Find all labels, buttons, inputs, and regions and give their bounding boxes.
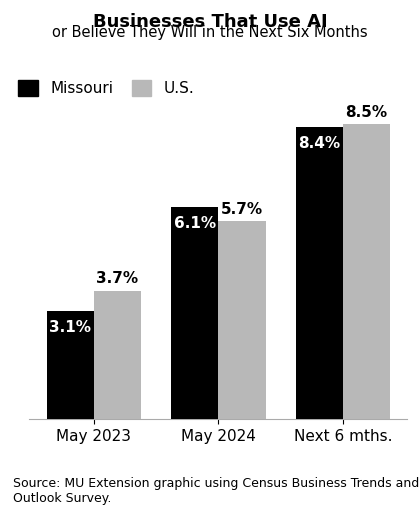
- Bar: [296, 128, 343, 419]
- Text: 8.5%: 8.5%: [346, 105, 388, 120]
- Bar: [94, 291, 141, 419]
- Text: Businesses That Use AI: Businesses That Use AI: [93, 13, 327, 30]
- Text: 5.7%: 5.7%: [221, 202, 263, 217]
- Text: Source: MU Extension graphic using Census Business Trends and
Outlook Survey.: Source: MU Extension graphic using Censu…: [13, 478, 419, 505]
- Bar: [343, 124, 390, 419]
- Text: or Believe They Will in the Next Six Months: or Believe They Will in the Next Six Mon…: [52, 25, 368, 41]
- Text: 3.1%: 3.1%: [49, 320, 91, 335]
- Bar: [47, 311, 94, 419]
- Legend: Missouri, U.S.: Missouri, U.S.: [18, 80, 194, 96]
- Bar: [218, 221, 266, 419]
- Text: 8.4%: 8.4%: [298, 136, 340, 151]
- Text: 3.7%: 3.7%: [97, 271, 139, 287]
- Text: 6.1%: 6.1%: [174, 216, 216, 231]
- Bar: [171, 207, 218, 419]
